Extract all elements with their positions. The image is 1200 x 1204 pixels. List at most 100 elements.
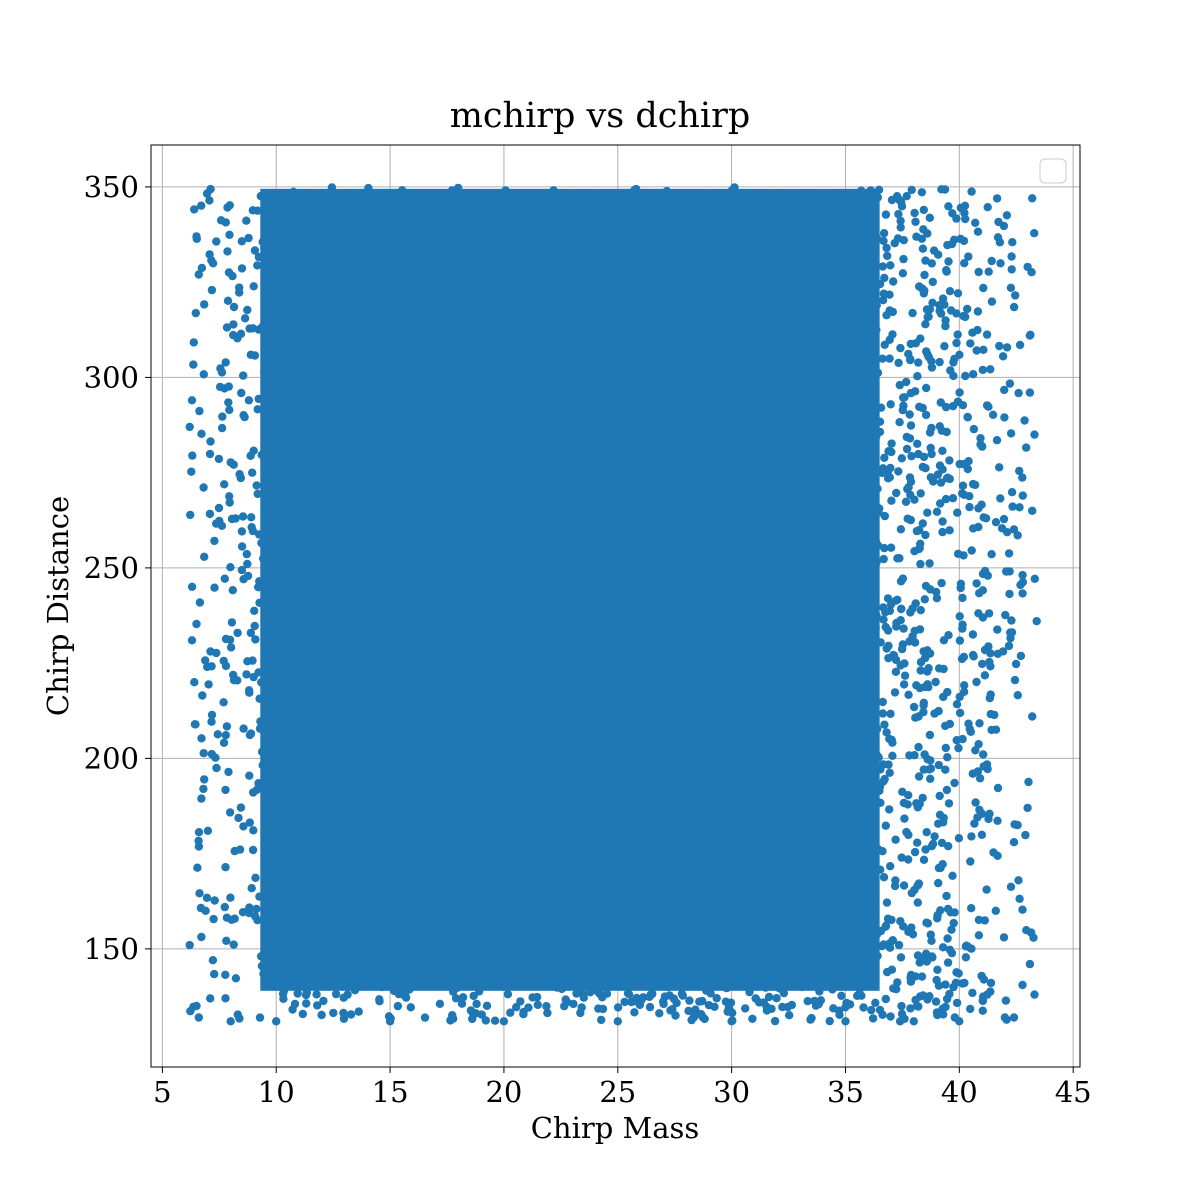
scatter-point (229, 320, 238, 329)
scatter-point (321, 660, 330, 669)
scatter-point (294, 552, 303, 561)
scatter-point (987, 550, 996, 559)
scatter-point (1009, 302, 1019, 312)
scatter-point (895, 380, 904, 390)
scatter-point (581, 414, 590, 423)
scatter-point (944, 799, 954, 808)
scatter-point (219, 698, 228, 707)
scatter-point (721, 680, 731, 689)
scatter-point (880, 543, 889, 553)
scatter-point (435, 276, 444, 285)
scatter-point (331, 989, 341, 999)
scatter-point (668, 527, 677, 537)
scatter-point (200, 300, 209, 309)
scatter-point (835, 525, 845, 535)
scatter-point (984, 609, 994, 618)
scatter-point (763, 796, 773, 805)
scatter-point (580, 455, 589, 465)
scatter-point (554, 405, 563, 414)
scatter-point (439, 829, 449, 838)
scatter-point (422, 707, 431, 716)
scatter-point (960, 259, 969, 268)
scatter-point (460, 733, 469, 743)
scatter-point (628, 383, 637, 392)
scatter-point (891, 876, 900, 885)
scatter-point (896, 216, 905, 226)
scatter-point (861, 524, 871, 534)
scatter-point (440, 408, 449, 417)
scatter-point (462, 853, 471, 863)
scatter-point (1028, 506, 1037, 515)
scatter-point (304, 849, 313, 858)
scatter-point (750, 603, 760, 612)
scatter-point (722, 617, 731, 627)
scatter-point (428, 464, 437, 473)
scatter-point (624, 479, 634, 489)
scatter-point (918, 244, 928, 253)
scatter-point (577, 672, 586, 682)
scatter-point (617, 452, 626, 461)
scatter-point (549, 288, 558, 297)
scatter-point (398, 389, 407, 398)
scatter-point (603, 835, 612, 844)
scatter-point (460, 900, 469, 909)
scatter-point (872, 261, 881, 271)
scatter-point (465, 319, 474, 328)
scatter-point (726, 778, 735, 788)
scatter-point (702, 523, 711, 532)
scatter-point (684, 940, 693, 949)
scatter-point (890, 688, 900, 697)
scatter-point (913, 439, 922, 448)
scatter-point (1011, 659, 1021, 669)
scatter-point (528, 915, 537, 924)
scatter-point (732, 936, 741, 945)
scatter-point (434, 474, 443, 483)
scatter-point (637, 350, 647, 360)
scatter-point (681, 825, 690, 834)
scatter-point (257, 450, 266, 460)
scatter-point (763, 349, 773, 358)
scatter-point (958, 593, 967, 603)
scatter-point (654, 458, 663, 468)
scatter-point (565, 690, 575, 700)
scatter-point (738, 686, 748, 696)
scatter-point (561, 579, 570, 589)
scatter-point (771, 713, 780, 722)
scatter-point (724, 928, 733, 937)
scatter-point (287, 848, 297, 857)
scatter-point (617, 979, 626, 989)
scatter-point (375, 343, 384, 352)
scatter-point (878, 697, 887, 707)
scatter-point (933, 911, 942, 920)
scatter-point (971, 480, 980, 490)
scatter-point (814, 307, 823, 316)
scatter-point (732, 220, 742, 230)
scatter-point (893, 554, 902, 563)
scatter-point (262, 582, 271, 591)
scatter-point (394, 499, 404, 508)
scatter-point (1015, 340, 1025, 350)
scatter-point (470, 449, 479, 459)
scatter-point (347, 708, 356, 718)
scatter-point (650, 381, 659, 390)
scatter-point (633, 951, 643, 960)
scatter-point (582, 930, 592, 939)
scatter-point (620, 286, 630, 295)
scatter-point (301, 841, 310, 850)
scatter-point (429, 614, 438, 623)
scatter-point (616, 231, 625, 240)
scatter-point (378, 427, 387, 436)
scatter-point (388, 938, 397, 947)
scatter-point (229, 460, 238, 469)
scatter-point (916, 606, 925, 615)
scatter-point (667, 469, 676, 479)
scatter-point (518, 201, 527, 210)
scatter-point (458, 483, 467, 493)
x-tick-label: 30 (713, 1075, 750, 1109)
scatter-point (966, 857, 975, 866)
scatter-point (638, 368, 648, 377)
scatter-point (659, 999, 668, 1009)
scatter-point (799, 581, 809, 590)
scatter-point (832, 833, 842, 842)
scatter-point (462, 279, 471, 288)
